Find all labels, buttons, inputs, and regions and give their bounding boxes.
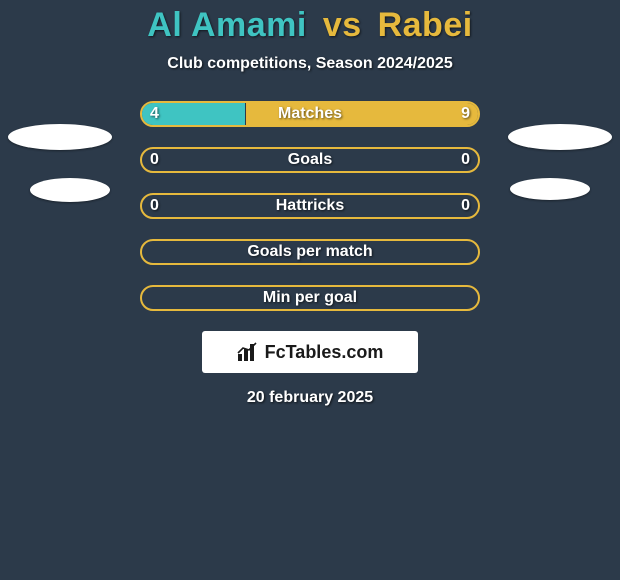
brand-box: FcTables.com	[202, 331, 418, 373]
player1-name: Al Amami	[147, 6, 307, 44]
bar-track	[140, 285, 480, 311]
decorative-oval	[30, 178, 110, 202]
bar-fill-left	[142, 103, 245, 125]
decorative-oval	[510, 178, 590, 200]
bar-track	[140, 239, 480, 265]
bar-track	[140, 101, 480, 127]
page-title: Al Amami vs Rabei	[0, 0, 620, 45]
subtitle: Club competitions, Season 2024/2025	[0, 55, 620, 73]
stat-row: Goals per match	[0, 239, 620, 265]
date-text: 20 february 2025	[0, 389, 620, 407]
decorative-oval	[8, 124, 112, 150]
player2-name: Rabei	[378, 6, 473, 44]
brand-text: FcTables.com	[265, 342, 384, 363]
title-vs: vs	[323, 6, 362, 44]
stat-row: Goals00	[0, 147, 620, 173]
bar-track	[140, 193, 480, 219]
stat-row: Min per goal	[0, 285, 620, 311]
bar-track	[140, 147, 480, 173]
stat-row: Matches49	[0, 101, 620, 127]
decorative-oval	[508, 124, 612, 150]
bar-chart-icon	[237, 342, 259, 362]
comparison-infographic: Al Amami vs Rabei Club competitions, Sea…	[0, 0, 620, 580]
bar-fill-right	[246, 103, 479, 125]
